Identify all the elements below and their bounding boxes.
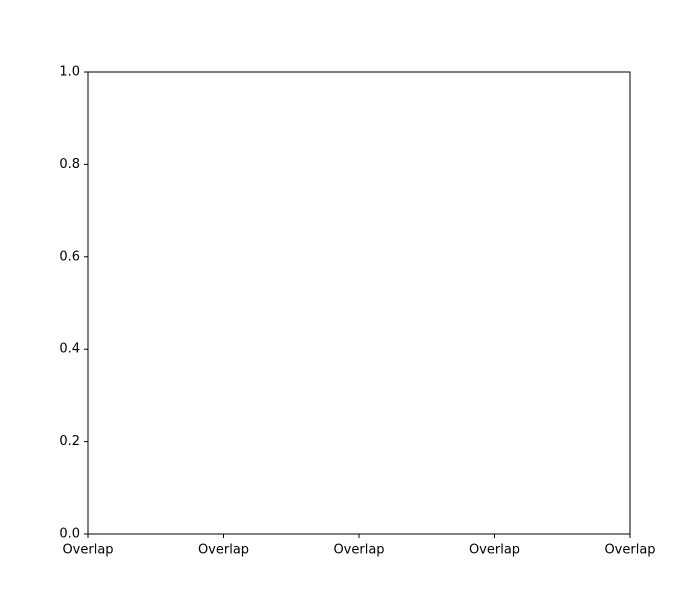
plot-area — [87, 71, 631, 535]
x-tick-label: Overlap — [333, 543, 384, 558]
x-tick-label: Overlap — [62, 543, 113, 558]
x-tick-label: Overlap — [604, 543, 655, 558]
y-axis: 0.0 0.2 0.4 0.6 0.8 1.0 — [59, 65, 88, 542]
x-axis: Overlap Overlap Overlap Overlap Overlap — [62, 534, 656, 558]
y-tick-label: 0.8 — [59, 157, 80, 172]
x-tick-label: Overlap — [469, 543, 520, 558]
x-tick-label: Overlap — [198, 543, 249, 558]
y-tick-label: 0.4 — [59, 342, 80, 357]
y-tick-label: 1.0 — [59, 65, 80, 80]
y-tick-label: 0.6 — [59, 249, 80, 264]
y-tick-label: 0.0 — [59, 527, 80, 542]
y-tick-label: 0.2 — [59, 434, 80, 449]
